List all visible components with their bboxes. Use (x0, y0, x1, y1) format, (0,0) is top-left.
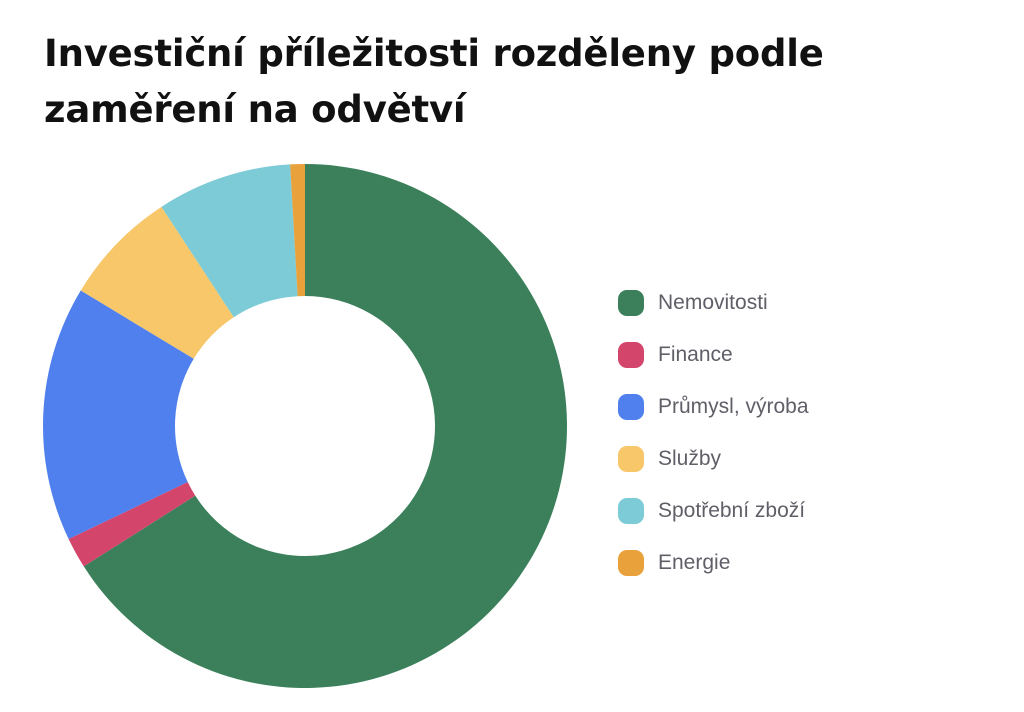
legend-item-energie[interactable]: Energie (618, 537, 809, 589)
slice-sluzby[interactable] (80, 206, 234, 359)
legend-label: Energie (658, 551, 731, 574)
slice-prumysl-vyroba[interactable] (42, 290, 194, 539)
legend-item-prumysl-vyroba[interactable]: Průmysl, výroba (618, 381, 809, 433)
legend-swatch (618, 394, 644, 420)
slice-nemovitosti[interactable] (83, 164, 567, 688)
legend-swatch (618, 290, 644, 316)
legend-item-nemovitosti[interactable]: Nemovitosti (618, 277, 809, 329)
slice-finance[interactable] (68, 482, 196, 567)
legend-label: Služby (658, 447, 722, 470)
slice-energie[interactable] (290, 164, 305, 297)
legend-label: Průmysl, výroba (658, 395, 809, 418)
legend-label: Finance (658, 343, 733, 366)
chart-title: Investiční příležitosti rozděleny podle … (44, 32, 824, 131)
donut-chart (42, 164, 567, 688)
chart-legend: Nemovitosti Finance Průmysl, výroba Služby S… (618, 277, 809, 589)
slice-spotrebni-zbozi[interactable] (161, 164, 298, 318)
donut-slices (42, 164, 567, 688)
legend-swatch (618, 550, 644, 576)
legend-swatch (618, 446, 644, 472)
legend-swatch (618, 498, 644, 524)
legend-item-spotrebni-zbozi[interactable]: Spotřební zboží (618, 485, 809, 537)
legend-item-finance[interactable]: Finance (618, 329, 809, 381)
legend-label: Nemovitosti (658, 291, 768, 314)
legend-swatch (618, 342, 644, 368)
legend-item-sluzby[interactable]: Služby (618, 433, 809, 485)
legend-label: Spotřební zboží (658, 499, 806, 522)
